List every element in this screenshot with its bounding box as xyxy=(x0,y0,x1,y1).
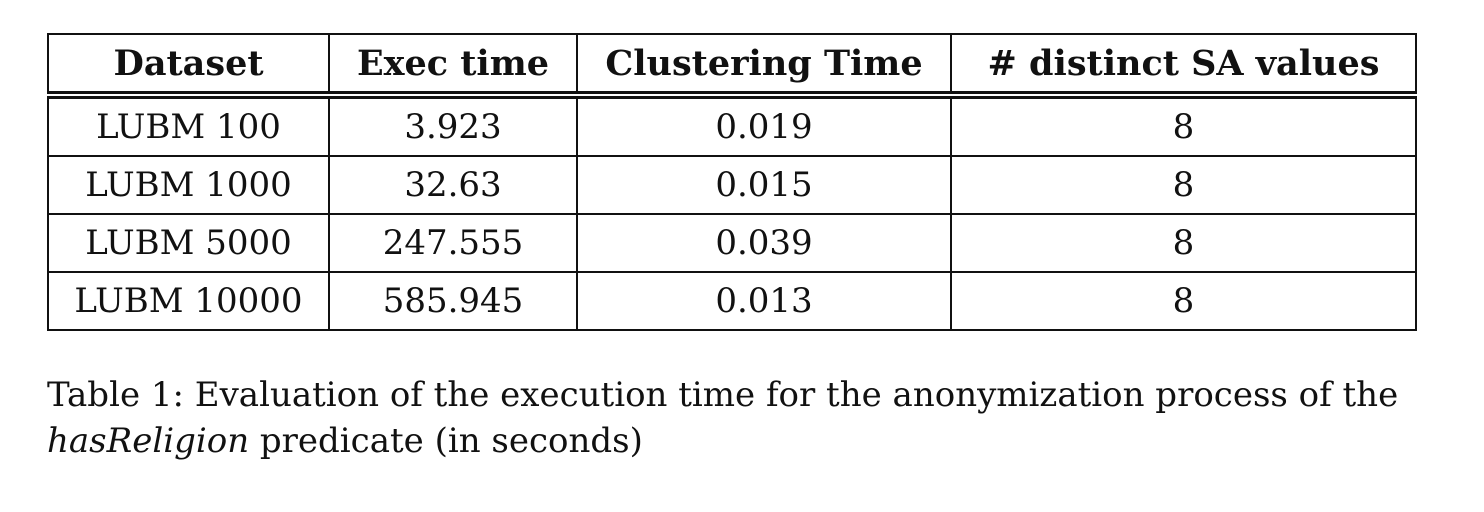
table-row: LUBM 5000 247.555 0.039 8 xyxy=(47,213,1417,273)
cell-distinct-sa-values: 8 xyxy=(950,213,1417,273)
cell-clustering-time: 0.015 xyxy=(576,155,952,215)
caption-line-1: Table 1: Evaluation of the execution tim… xyxy=(47,375,1399,415)
header-distinct-sa-values: # distinct SA values xyxy=(950,33,1417,99)
table-caption: Table 1: Evaluation of the execution tim… xyxy=(47,372,1427,464)
cell-distinct-sa-values: 8 xyxy=(950,271,1417,331)
header-exec-time: Exec time xyxy=(328,33,578,99)
header-clustering-time: Clustering Time xyxy=(576,33,952,99)
cell-distinct-sa-values: 8 xyxy=(950,155,1417,215)
header-dataset: Dataset xyxy=(47,33,330,99)
cell-exec-time: 32.63 xyxy=(328,155,578,215)
cell-clustering-time: 0.013 xyxy=(576,271,952,331)
cell-distinct-sa-values: 8 xyxy=(950,94,1417,157)
results-table: Dataset Exec time Clustering Time # dist… xyxy=(47,33,1417,331)
cell-dataset: LUBM 10000 xyxy=(47,271,330,331)
caption-predicate: hasReligion xyxy=(47,421,250,461)
cell-dataset: LUBM 100 xyxy=(47,94,330,157)
cell-exec-time: 585.945 xyxy=(328,271,578,331)
table-row: LUBM 1000 32.63 0.015 8 xyxy=(47,155,1417,215)
cell-clustering-time: 0.039 xyxy=(576,213,952,273)
cell-dataset: LUBM 5000 xyxy=(47,213,330,273)
cell-exec-time: 3.923 xyxy=(328,94,578,157)
table-row: LUBM 100 3.923 0.019 8 xyxy=(47,94,1417,157)
caption-line-2: hasReligion predicate (in seconds) xyxy=(47,418,1427,464)
cell-exec-time: 247.555 xyxy=(328,213,578,273)
caption-line-2-rest: predicate (in seconds) xyxy=(249,421,643,461)
table-header-row: Dataset Exec time Clustering Time # dist… xyxy=(47,33,1417,99)
cell-clustering-time: 0.019 xyxy=(576,94,952,157)
table-row: LUBM 10000 585.945 0.013 8 xyxy=(47,271,1417,331)
cell-dataset: LUBM 1000 xyxy=(47,155,330,215)
